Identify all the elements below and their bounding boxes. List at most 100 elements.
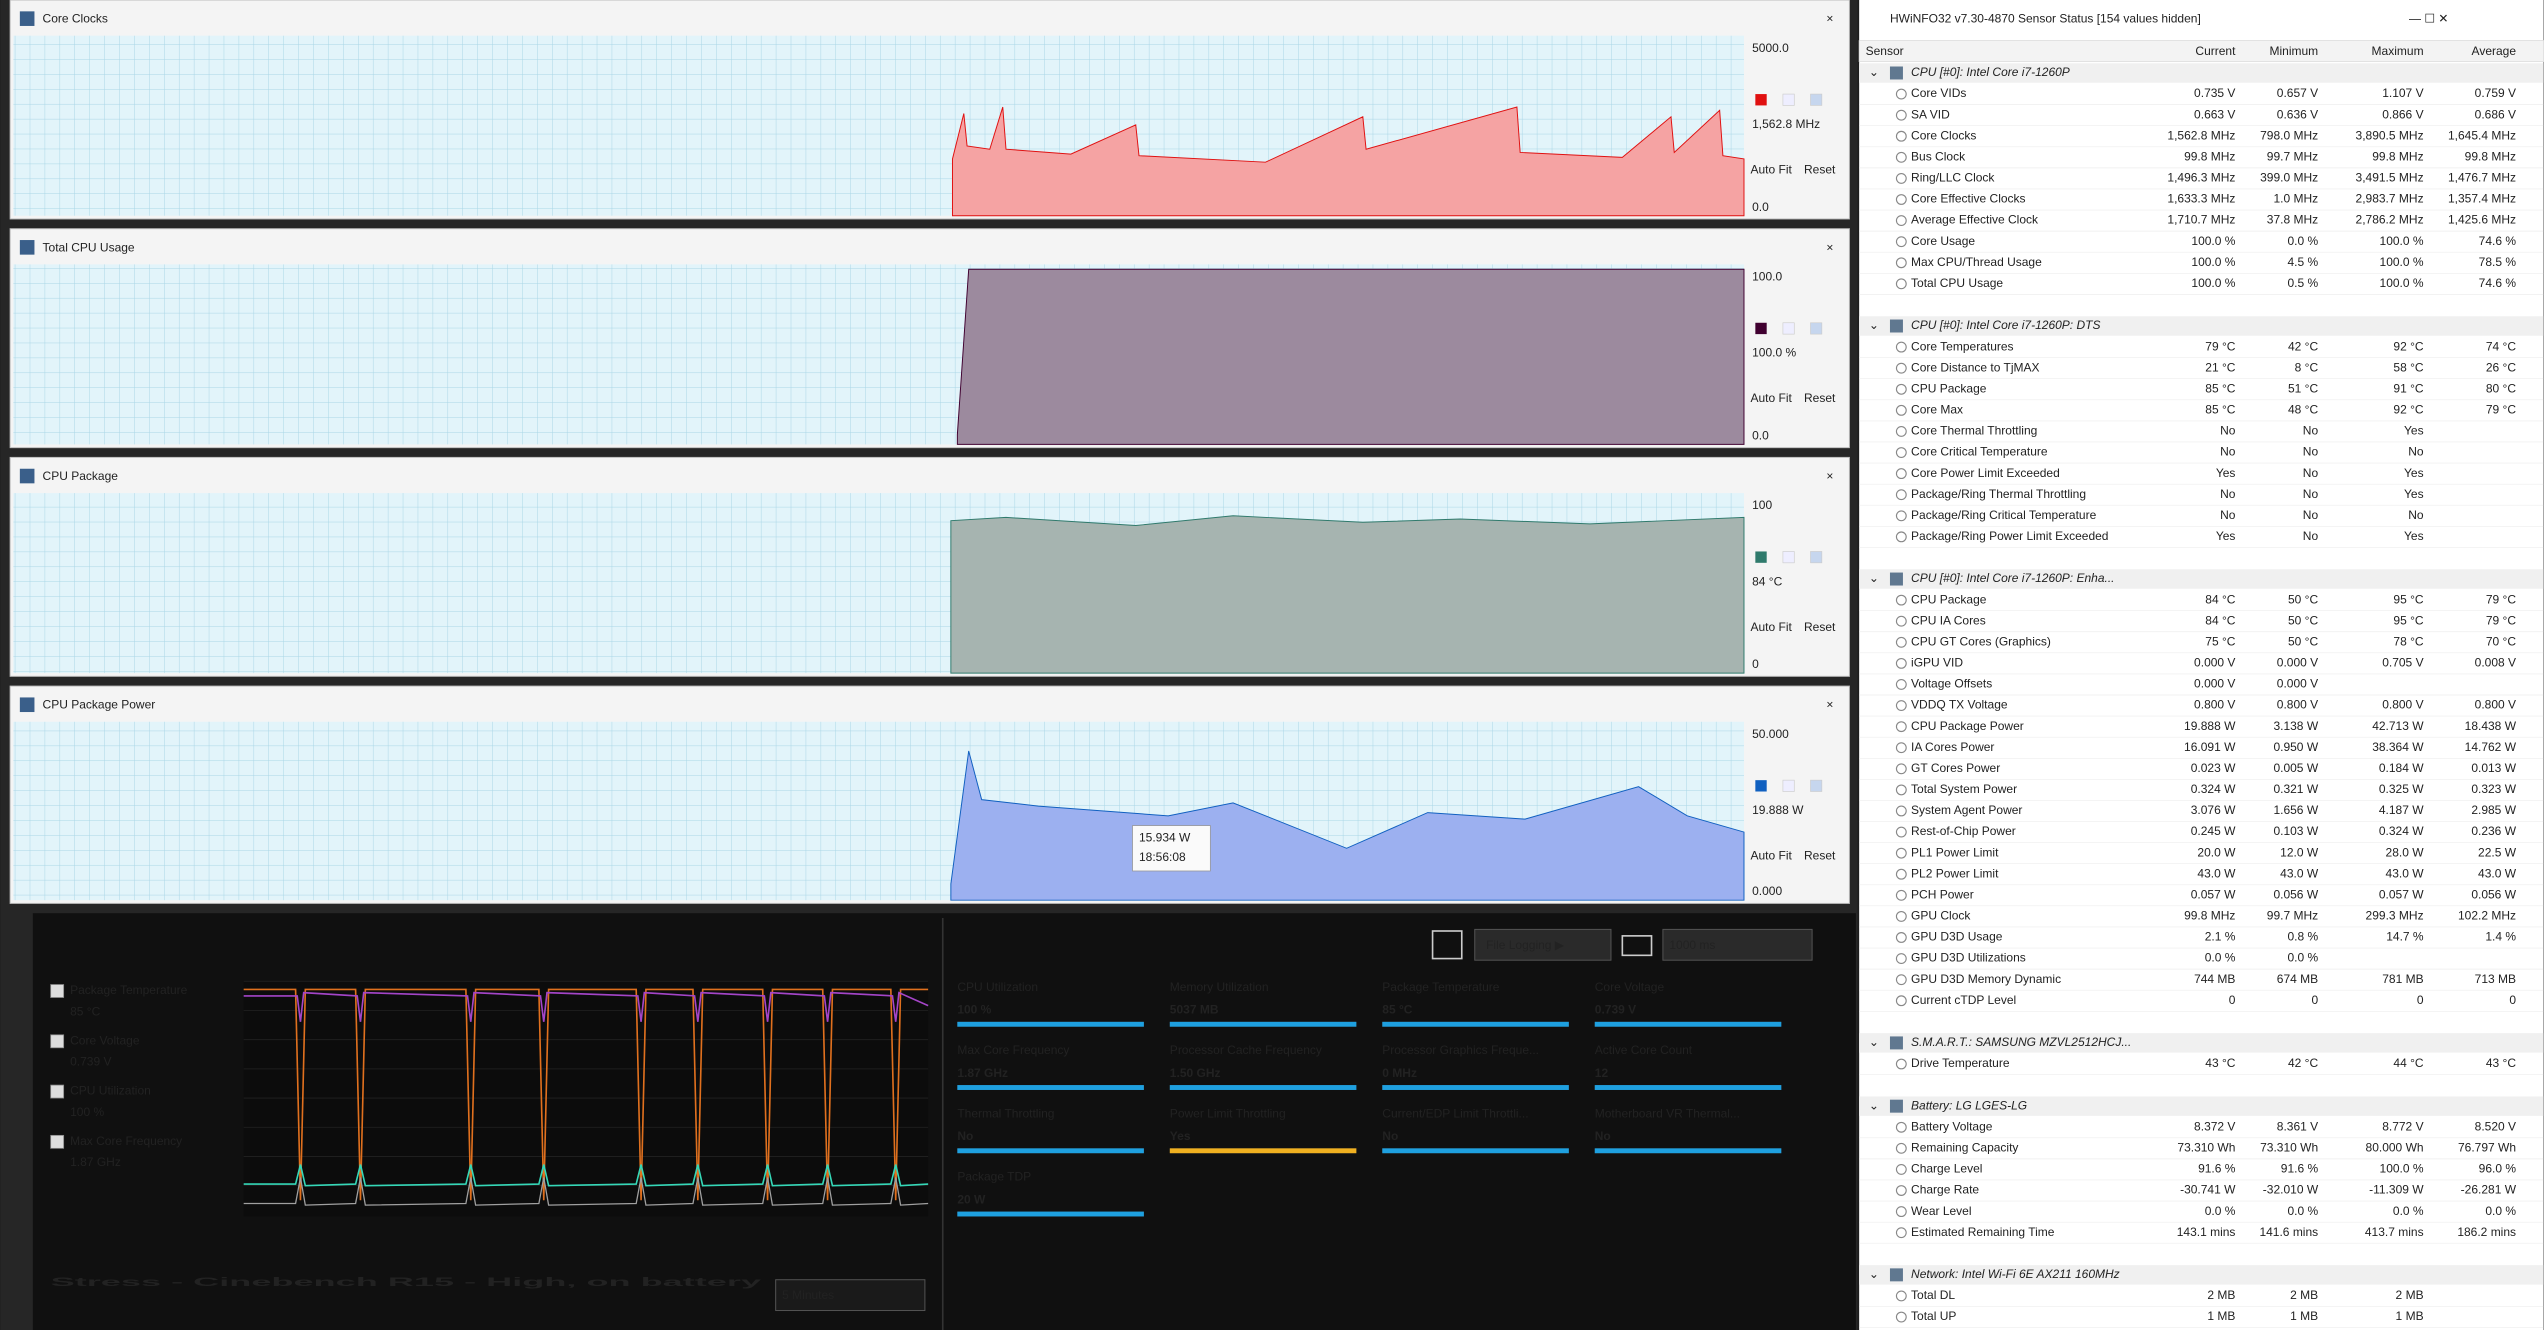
sensor-value: 51 °C — [2288, 381, 2318, 395]
sensor-value: 92 °C — [2393, 403, 2423, 417]
sensor-value: 0.759 V — [2475, 86, 2516, 100]
sensor-value: 44 °C — [2393, 1056, 2423, 1070]
sensor-value: 4.5 % — [2287, 255, 2318, 269]
expand-toggle[interactable]: ⌄ — [1869, 1035, 1879, 1049]
sensor-value: 1,425.6 MHz — [2448, 213, 2516, 227]
sensor-value: 0.866 V — [2382, 107, 2423, 121]
sensor-value: 1,710.7 MHz — [2167, 213, 2235, 227]
expand-toggle[interactable]: ⌄ — [1869, 571, 1879, 585]
sensor-value: 399.0 MHz — [2260, 171, 2318, 185]
legend-checkbox[interactable] — [50, 1084, 65, 1099]
group-name: CPU [#0]: Intel Core i7-1260P — [1911, 65, 2070, 79]
expand-toggle[interactable]: ⌄ — [1869, 318, 1879, 332]
sensor-value: 299.3 MHz — [2366, 909, 2424, 923]
legend-checkbox[interactable] — [50, 984, 65, 998]
tile-label: Memory Utilization — [1170, 980, 1269, 994]
sensor-name: GPU D3D Utilizations — [1911, 951, 2026, 965]
sensor-name: Bus Clock — [1911, 150, 1966, 164]
sensor-name: Charge Rate — [1911, 1183, 1979, 1197]
sensor-value: 0.325 W — [2379, 782, 2424, 796]
close-button[interactable]: × — [1826, 698, 1833, 712]
window-controls: — ☐ ✕ — [2409, 12, 2448, 26]
sensor-value: 8.372 V — [2194, 1119, 2235, 1133]
sensor-value: 42 °C — [2288, 339, 2318, 353]
scale-bottom-label: 0.000 — [1752, 884, 1782, 898]
sensor-name: PL1 Power Limit — [1911, 845, 1999, 859]
sensor-value: 0.000 V — [2194, 656, 2235, 670]
sensor-name: Package/Ring Critical Temperature — [1911, 508, 2097, 522]
close-button[interactable]: × — [1826, 12, 1833, 26]
sensor-icon — [1895, 679, 1907, 690]
sensor-value: No — [2220, 508, 2236, 522]
sensor-name: Charge Level — [1911, 1162, 1982, 1176]
sensor-value: 0.005 W — [2273, 761, 2318, 775]
sensor-value: -32.010 W — [2263, 1183, 2319, 1197]
expand-toggle[interactable]: ⌄ — [1869, 1098, 1879, 1112]
sensor-value: 3,890.5 MHz — [2356, 128, 2424, 142]
sensor-icon — [1895, 109, 1907, 121]
expand-toggle[interactable]: ⌄ — [1869, 1267, 1879, 1281]
tile-value: No — [1382, 1129, 1398, 1143]
sensor-value: 0.800 V — [2277, 698, 2318, 712]
sensor-icon — [1895, 468, 1907, 480]
sensor-value: 43.0 W — [2386, 866, 2425, 880]
interval-dropdown[interactable] — [1662, 928, 1813, 961]
tooltip-value: 15.934 W — [1139, 831, 1191, 845]
pause-button[interactable] — [1431, 930, 1463, 960]
duration-dropdown[interactable] — [775, 1279, 926, 1312]
tile-bar — [1169, 1148, 1357, 1154]
sensor-value: 0.705 V — [2382, 656, 2423, 670]
sensor-icon — [1895, 889, 1907, 901]
folder-button[interactable] — [1621, 935, 1653, 957]
group-icon — [1889, 572, 1903, 586]
legend-checkbox[interactable] — [50, 1034, 65, 1049]
sensor-value: 80 °C — [2486, 381, 2516, 395]
mini-trace — [243, 988, 929, 1201]
sensor-value: 91 °C — [2393, 381, 2423, 395]
tooltip-time: 18:56:08 — [1139, 850, 1186, 864]
sensor-value: 0.0 % — [2287, 951, 2318, 965]
close-button[interactable]: × — [1826, 240, 1833, 254]
tile-label: Active Core Count — [1595, 1043, 1693, 1057]
file-logging-button[interactable] — [1474, 928, 1612, 961]
sensor-icon — [1895, 847, 1907, 859]
group-icon — [1889, 1268, 1903, 1282]
sensor-value: 2.985 W — [2471, 803, 2516, 817]
group-header — [1859, 1096, 2544, 1116]
sensor-value: 91.6 % — [2281, 1162, 2319, 1176]
tile-bar — [1594, 1148, 1782, 1154]
sensor-value: 0.800 V — [2194, 698, 2235, 712]
sensor-name: Core Clocks — [1911, 128, 1976, 142]
sensor-value: 8.772 V — [2382, 1119, 2423, 1133]
sensor-value: 19.888 W — [2184, 719, 2236, 733]
sensor-name: SA VID — [1911, 107, 1950, 121]
legend-checkbox[interactable] — [50, 1134, 65, 1149]
group-header — [1859, 1265, 2544, 1285]
sensor-value: 73.310 Wh — [2260, 1141, 2318, 1155]
duration-value: 5 Minutes — [782, 1288, 834, 1302]
overlay-title: Stress - Cinebench R15 - High, on batter… — [51, 1275, 762, 1289]
sensor-value: 42.713 W — [2372, 719, 2424, 733]
legend-label: Max Core Frequency — [70, 1134, 182, 1148]
close-button[interactable]: × — [1826, 469, 1833, 483]
sensor-value: No — [2408, 508, 2424, 522]
sensor-value: 0.324 W — [2379, 824, 2424, 838]
sensor-value: 0 — [2311, 993, 2318, 1007]
current-label: 100.0 % — [1752, 346, 1796, 360]
sensor-value: 95 °C — [2393, 592, 2423, 606]
sensor-value: 22.5 W — [2478, 845, 2517, 859]
sensor-name: Current cTDP Level — [1911, 993, 2016, 1007]
auto-fit-button: Auto Fit — [1750, 391, 1792, 405]
sensor-value: 3.138 W — [2273, 719, 2318, 733]
sensor-icon — [1895, 194, 1907, 205]
sensor-name: Core Temperatures — [1911, 339, 2013, 353]
sensor-icon — [1895, 1227, 1907, 1239]
group-header — [1859, 316, 2544, 336]
expand-toggle[interactable]: ⌄ — [1869, 65, 1879, 79]
sensor-icon — [1895, 215, 1907, 227]
tile-label: Package TDP — [957, 1170, 1031, 1184]
interval-value: 1000 ms — [1669, 938, 1715, 952]
sensor-icon — [1895, 510, 1907, 522]
sensor-value: 1,357.4 MHz — [2448, 192, 2516, 206]
